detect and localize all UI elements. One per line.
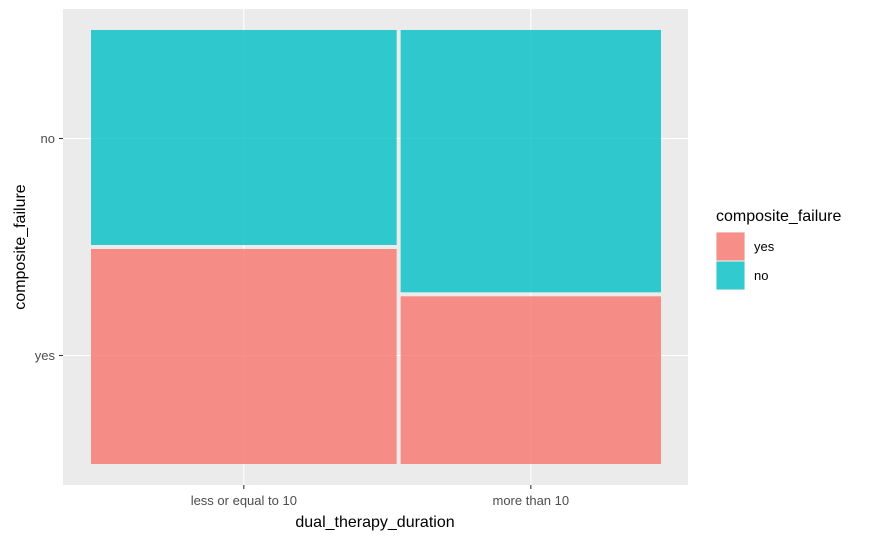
mosaic-tiles (91, 30, 661, 464)
tile-yes-0 (91, 249, 397, 464)
x-tick-label: less or equal to 10 (191, 493, 297, 508)
y-axis-title: composite_failure (12, 184, 29, 310)
x-axis-ticks: less or equal to 10 more than 10 (191, 485, 569, 508)
legend-label-yes: yes (754, 239, 775, 254)
legend-label-no: no (754, 268, 768, 283)
legend-swatch-no (716, 261, 745, 290)
x-tick-label: more than 10 (493, 493, 570, 508)
tile-yes-1 (400, 296, 661, 464)
y-tick-label: no (41, 131, 55, 146)
y-axis-ticks: yes no (35, 131, 63, 363)
tile-no-1 (400, 30, 661, 293)
legend-swatch-yes (716, 232, 745, 261)
tile-no-0 (91, 30, 397, 245)
y-tick-label: yes (35, 348, 56, 363)
x-axis-title: dual_therapy_duration (295, 514, 454, 531)
legend: composite_failure yes no (716, 208, 842, 290)
legend-title: composite_failure (716, 208, 842, 225)
